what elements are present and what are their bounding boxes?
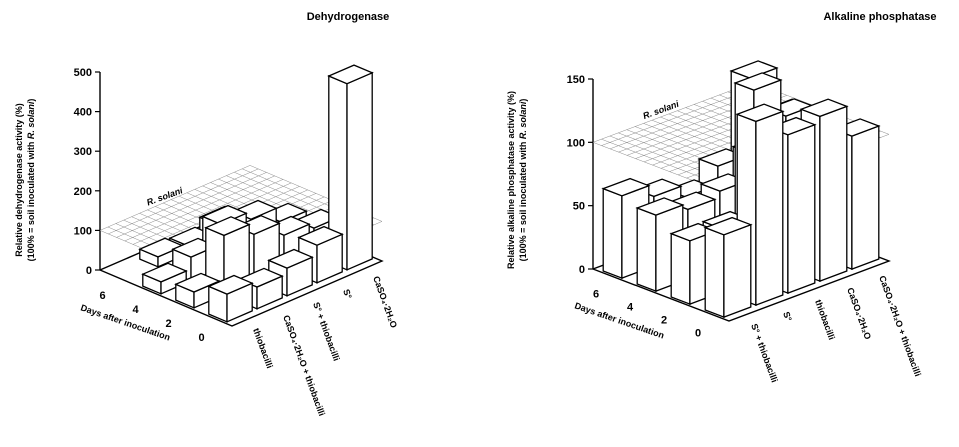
bar bbox=[327, 64, 374, 271]
bar-top-face bbox=[174, 272, 221, 293]
y-tick-label: 150 bbox=[567, 74, 585, 86]
bar-side-face bbox=[346, 71, 373, 271]
bar-top-face bbox=[635, 197, 685, 216]
bar-top-face bbox=[201, 204, 248, 226]
treatment-label: S° + thiobacilli bbox=[311, 301, 342, 363]
y-tick-label: 300 bbox=[74, 146, 92, 158]
day-label: 2 bbox=[661, 315, 667, 327]
day-label: 6 bbox=[99, 290, 105, 302]
bar-top-face bbox=[267, 248, 314, 269]
y-tick-label: 50 bbox=[573, 201, 585, 213]
bar-top-face bbox=[327, 64, 374, 85]
y-tick-label: 500 bbox=[74, 67, 92, 79]
reference-grid-line bbox=[99, 165, 251, 231]
dehydrogenase-chart: Dehydrogenase Relative dehydrogenase act… bbox=[14, 11, 399, 417]
treatment-label: thiobacilli bbox=[813, 298, 837, 341]
bar-side-face bbox=[755, 110, 784, 307]
bar-front-face bbox=[704, 226, 725, 319]
treatment-label: thiobacilli bbox=[251, 327, 275, 370]
treatment-label: S° bbox=[781, 310, 794, 323]
chart-title: Alkaline phosphatase bbox=[823, 11, 936, 23]
bar-top-face bbox=[141, 262, 188, 283]
chart-title: Dehydrogenase bbox=[307, 11, 390, 23]
bar-side-face bbox=[851, 125, 880, 271]
bar-side-face bbox=[723, 223, 752, 319]
y-tick-label: 0 bbox=[86, 265, 92, 277]
y-tick-label: 100 bbox=[74, 225, 92, 237]
reference-label: R. solani bbox=[641, 99, 680, 121]
bar-top-face bbox=[207, 274, 254, 295]
treatment-label: S° bbox=[341, 288, 354, 301]
bar-top-face bbox=[729, 60, 779, 79]
bar-top-face bbox=[601, 177, 651, 197]
reference-grid-line bbox=[116, 172, 267, 238]
y-tick-label: 200 bbox=[74, 186, 92, 198]
bar bbox=[141, 262, 188, 295]
bar-top-face bbox=[297, 225, 344, 246]
bar-front-face bbox=[670, 232, 691, 306]
y-axis-label-line2: (100% = soil inoculated with R. solani) bbox=[518, 99, 528, 262]
day-label: 4 bbox=[627, 302, 634, 314]
bar-front-face bbox=[636, 207, 657, 293]
bar-top-face bbox=[733, 72, 783, 91]
bar-top-face bbox=[204, 216, 251, 237]
alkaline-phosphatase-chart: Alkaline phosphatase Relative alkaline p… bbox=[506, 11, 937, 384]
day-label: 6 bbox=[593, 289, 599, 301]
y-axis-label-italic: R. solani bbox=[518, 101, 528, 139]
y-tick-label: 400 bbox=[74, 107, 92, 119]
treatment-label: CaSO₄·2H₂O bbox=[845, 286, 873, 340]
y-axis-label-suffix: ) bbox=[518, 99, 528, 102]
y-tick-label: 0 bbox=[579, 264, 585, 276]
bar bbox=[635, 197, 685, 293]
y-axis-label-italic: R. solani bbox=[26, 101, 36, 139]
bar-side-face bbox=[787, 123, 816, 295]
y-axis-label-prefix: (100% = soil inoculated with bbox=[26, 139, 36, 261]
y-axis-label-line1: Relative alkaline phosphatase activity (… bbox=[506, 91, 516, 269]
y-tick-label: 100 bbox=[567, 137, 585, 149]
day-label: 2 bbox=[165, 318, 171, 330]
day-label: 0 bbox=[198, 332, 204, 344]
bar-side-face bbox=[819, 105, 848, 283]
day-label: 4 bbox=[132, 304, 139, 316]
bar-front-face bbox=[602, 187, 623, 280]
y-axis-label-suffix: ) bbox=[26, 99, 36, 102]
y-axis-label-line2: (100% = soil inoculated with R. solani) bbox=[26, 99, 36, 262]
reference-grid-line bbox=[108, 168, 259, 235]
bar-top-face bbox=[799, 98, 849, 118]
day-label: 0 bbox=[695, 328, 701, 340]
bar-top-face bbox=[735, 103, 785, 123]
bar bbox=[703, 216, 753, 319]
bar-top-face bbox=[703, 216, 753, 236]
treatment-label: CaSO₄·2H₂O + thiobacilli bbox=[281, 314, 327, 418]
reference-grid-line bbox=[132, 179, 284, 245]
x-axis-label: Days after inoculation bbox=[79, 302, 171, 342]
treatment-label: CaSO₄·2H₂O + thiobacilli bbox=[877, 274, 923, 378]
reference-grid-line bbox=[124, 175, 275, 242]
y-axis-label-line1: Relative dehydrogenase activity (%) bbox=[14, 103, 24, 257]
treatment-label: S° + thiobacilli bbox=[749, 322, 780, 384]
x-axis-label: Days after inoculation bbox=[573, 300, 665, 340]
reference-grid-line bbox=[592, 82, 754, 143]
bar bbox=[207, 274, 254, 323]
y-axis-label-prefix: (100% = soil inoculated with bbox=[518, 139, 528, 261]
treatment-label: CaSO₄·2H₂O bbox=[371, 275, 399, 329]
reference-label: R. solani bbox=[145, 185, 184, 207]
